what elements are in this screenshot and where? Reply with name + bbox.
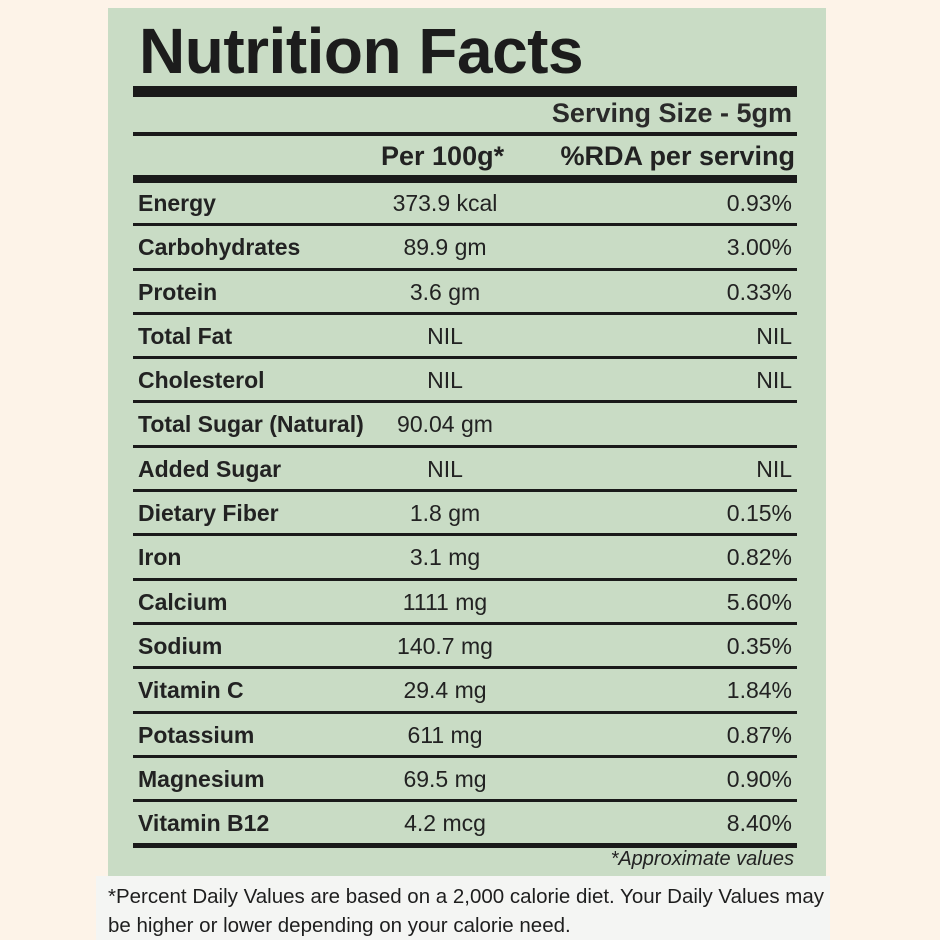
nutrient-name: Cholesterol <box>138 367 265 394</box>
nutrient-row: Protein 3.6 gm 0.33% <box>133 271 797 315</box>
per-100g-value: NIL <box>427 322 463 349</box>
nutrient-name: Carbohydrates <box>138 234 301 261</box>
nutrient-row: Sodium 140.7 mg 0.35% <box>133 625 797 670</box>
serving-size: Serving Size - 5gm <box>551 98 792 128</box>
nutrient-row: Cholesterol NIL NIL <box>133 359 797 404</box>
nutrient-name: Total Fat <box>138 322 233 349</box>
nutrient-name: Magnesium <box>138 765 265 792</box>
nutrient-row: Added Sugar NIL NIL <box>133 448 797 493</box>
nutrient-name: Total Sugar (Natural) <box>138 411 364 438</box>
footnote-text: *Percent Daily Values are based on a 2,0… <box>108 885 825 937</box>
rda-value: 0.90% <box>726 765 792 792</box>
nutrient-name: Calcium <box>138 588 228 615</box>
thick-divider <box>133 86 797 97</box>
rda-value: NIL <box>756 367 792 394</box>
nutrient-name: Dietary Fiber <box>138 500 279 527</box>
rda-value: 0.87% <box>726 721 792 748</box>
rda-value: 8.40% <box>726 810 792 837</box>
nutrient-table: Energy 373.9 kcal 0.93% Carbohydrates 89.9 g… <box>133 182 797 849</box>
nutrient-row: Energy 373.9 kcal 0.93% <box>133 182 797 227</box>
column-header-rda: %RDA per serving <box>560 141 795 171</box>
nutrient-row: Total Sugar (Natural) 90.04 gm <box>133 403 797 448</box>
rda-value: 5.60% <box>726 588 792 615</box>
nutrient-name: Sodium <box>138 632 223 659</box>
rda-value: 1.84% <box>726 677 792 704</box>
nutrient-row: Calcium 1111 mg 5.60% <box>133 581 797 625</box>
per-100g-value: 89.9 gm <box>403 234 487 261</box>
nutrient-name: Energy <box>138 190 216 216</box>
nutrient-row: Iron 3.1 mg 0.82% <box>133 536 797 581</box>
per-100g-value: NIL <box>427 455 463 482</box>
nutrient-row: Potassium 611 mg 0.87% <box>133 714 797 758</box>
per-100g-value: 140.7 mg <box>397 632 493 659</box>
nutrient-row: Carbohydrates 89.9 gm 3.00% <box>133 226 797 271</box>
rda-value: 0.93% <box>726 190 792 216</box>
rda-value: 0.33% <box>726 278 792 305</box>
nutrition-label-panel <box>108 8 826 880</box>
rda-value: 0.15% <box>726 500 792 527</box>
nutrient-row: Vitamin C 29.4 mg 1.84% <box>133 669 797 714</box>
rda-value: 0.35% <box>726 632 792 659</box>
approximate-note: *Approximate values <box>610 848 794 870</box>
per-100g-value: NIL <box>427 367 463 394</box>
per-100g-value: 4.2 mcg <box>404 810 486 837</box>
per-100g-value: 90.04 gm <box>397 411 493 438</box>
per-100g-value: 3.6 gm <box>409 278 481 305</box>
per-100g-value: 373.9 kcal <box>392 190 498 216</box>
nutrient-name: Potassium <box>138 721 255 748</box>
per-100g-value: 611 mg <box>407 721 483 748</box>
nutrient-row: Total Fat NIL NIL <box>133 315 797 360</box>
per-100g-value: 29.4 mg <box>403 677 487 704</box>
footnote-strip: *Percent Daily Values are based on a 2,0… <box>96 876 830 940</box>
divider <box>133 132 797 136</box>
nutrient-row: Dietary Fiber 1.8 gm 0.15% <box>133 492 797 537</box>
nutrient-name: Vitamin B12 <box>138 810 270 837</box>
rda-value: NIL <box>756 455 792 482</box>
label-title: Nutrition Facts <box>139 15 584 87</box>
thick-divider <box>133 175 797 183</box>
rda-value: NIL <box>756 322 792 349</box>
per-100g-value: 3.1 mg <box>409 544 481 571</box>
rda-value: 3.00% <box>726 234 792 261</box>
nutrient-name: Iron <box>138 544 182 571</box>
nutrient-row: Magnesium 69.5 mg 0.90% <box>133 758 797 803</box>
per-100g-value: 69.5 mg <box>403 765 487 792</box>
column-header-per100: Per 100g* <box>381 141 505 171</box>
nutrient-name: Protein <box>138 278 218 305</box>
rda-value: 0.82% <box>726 544 792 571</box>
nutrient-name: Vitamin C <box>138 677 244 704</box>
nutrient-row: Vitamin B12 4.2 mcg 8.40% <box>133 802 797 849</box>
per-100g-value: 1111 mg <box>402 588 488 615</box>
per-100g-value: 1.8 gm <box>409 500 481 527</box>
nutrient-name: Added Sugar <box>138 455 282 482</box>
